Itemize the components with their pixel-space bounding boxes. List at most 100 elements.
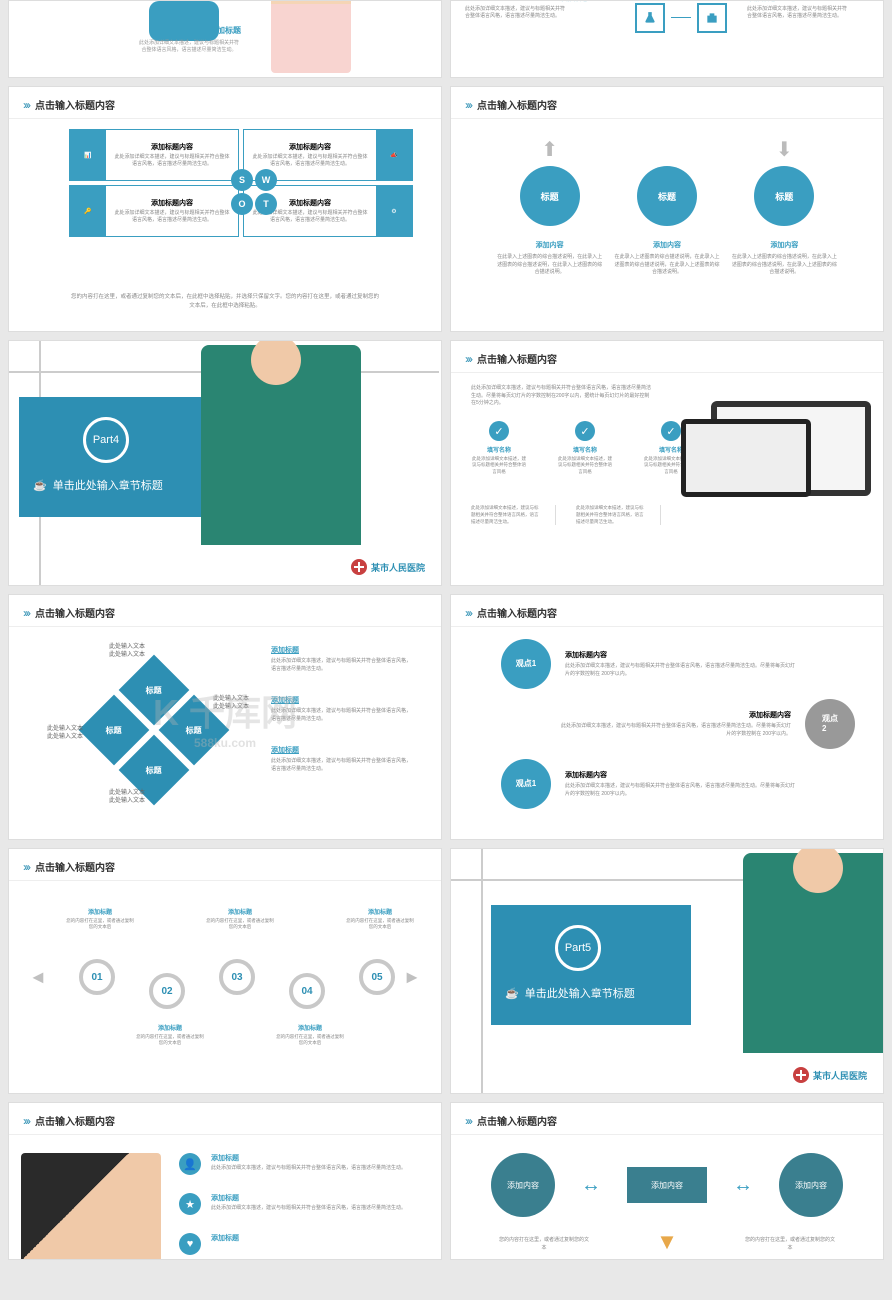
letter-t: T — [255, 193, 277, 215]
slide-title: 点击输入标题内容 — [477, 1113, 557, 1128]
vp-title: 添加标题内容 — [561, 710, 791, 720]
slide-part4: Part4 ☕单击此处输入章节标题 某市人民医院 — [8, 340, 442, 586]
slide-title: 点击输入标题内容 — [35, 97, 115, 112]
timeline: 01 02 03 04 05 — [39, 959, 411, 999]
swot-letters: S W O T — [231, 169, 277, 215]
check-item: ✓填写名称此处添加详细文本描述，建议与标题相关并符合整体语言风格 — [557, 421, 613, 475]
item-desc: 此处添加详细文本描述，建议与标题相关并符合整体语言风格，语言描述尽量简洁生动。 — [271, 658, 411, 673]
checks-row: ✓填写名称此处添加详细文本描述，建议与标题相关并符合整体语言风格 ✓填写名称此处… — [471, 421, 699, 475]
section-title: 单击此处输入章节标题 — [53, 477, 163, 493]
slide-viewpoints: ››› 点击输入标题内容 观点1 添加标题内容此处添加详细文本描述，建议与标题相… — [450, 594, 884, 840]
slide-part5: Part5 ☕单击此处输入章节标题 某市人民医院 — [450, 848, 884, 1094]
slide-header: ››› 点击输入标题内容 — [451, 341, 883, 373]
circle: 标题 — [637, 166, 697, 226]
slide-flow: ››› 点击输入标题内容 添加内容 ↔ 添加内容 ↔ 添加内容 ▼ 您的内容打在… — [450, 1102, 884, 1260]
arrow-icon: ↔ — [733, 1174, 753, 1197]
item-title: 添加标题 — [211, 1233, 239, 1243]
item-label: 添加内容 — [614, 240, 719, 250]
item-desc: 此处添加详细文本描述，建议与标题相关并符合整体语言风格，语言描述尽量简洁生动。 — [211, 1165, 406, 1173]
tl-label: 添加标题您的内容打在这里，或者通过复制您的文本后 — [65, 907, 135, 931]
flow-desc: 您的内容打在这里，或者通过复制您的文本 — [499, 1237, 589, 1252]
item-desc: 在此录入上述图表的综合描述说明，在此录入上述图表的综合描述说明，在此录入上述图表… — [732, 254, 837, 277]
flow-node: 添加内容 — [491, 1153, 555, 1217]
swot-cell-s: 📊添加标题内容此处添加详细文本描述，建议与标题相关并符合整体语言风格，语言描述尽… — [69, 129, 239, 181]
slide-title: 点击输入标题内容 — [477, 351, 557, 366]
swot-cell-o: 🔑添加标题内容此处添加详细文本描述，建议与标题相关并符合整体语言风格，语言描述尽… — [69, 185, 239, 237]
chevron-icon: ››› — [465, 352, 471, 366]
viewpoint-3: 观点1 添加标题内容此处添加详细文本描述，建议与标题相关并符合整体语言风格，语言… — [501, 759, 795, 809]
check-desc: 此处添加详细文本描述，建议与标题相关并符合整体语言风格 — [557, 456, 613, 475]
slide-partial-top-right: 添加标题 此处添加详细文本描述，建议与标题相关并符合整体语言风格，语言描述尽量简… — [450, 0, 884, 78]
desc: 此处添加详细文本描述，建议与标题相关并符合整体语言风格，语言描述尽量简洁生动。 — [465, 5, 565, 19]
chevron-icon: ››› — [23, 98, 29, 112]
item-label: 添加内容 — [497, 240, 602, 250]
tl-num: 03 — [219, 959, 255, 995]
vp-desc: 此处添加详细文本描述，建议与标题相关并符合整体语言风格，语言描述尽量简洁生动。尽… — [565, 663, 795, 678]
person-icon: 👤 — [179, 1153, 201, 1175]
cell-title: 添加标题内容 — [114, 142, 230, 152]
slide-header: ››› 点击输入标题内容 — [451, 595, 883, 627]
heart-icon: ♥ — [179, 1233, 201, 1255]
footer-text: 您的内容打在这里，或者通过复制您的文本后，在此框中选择粘贴，并选择只保留文字。您… — [69, 293, 381, 311]
list-item: ♥ 添加标题 — [179, 1233, 421, 1255]
slide-swot: ››› 点击输入标题内容 📊添加标题内容此处添加详细文本描述，建议与标题相关并符… — [8, 86, 442, 332]
flask-icon — [635, 3, 665, 33]
intro-text: 此处添加详细文本描述，建议与标题相关并符合整体语言风格，语言描述尽量简洁生动。尽… — [471, 385, 651, 408]
hospital-name: 某市人民医院 — [371, 561, 425, 574]
tl-label: 添加标题您的内容打在这里，或者通过复制您的文本后 — [275, 1023, 345, 1047]
item-title: 添加标题 — [271, 745, 411, 755]
label: 添加标题 — [559, 0, 587, 3]
vp-circle: 观点1 — [501, 759, 551, 809]
chevron-icon: ››› — [23, 606, 29, 620]
cross-icon — [793, 1067, 809, 1083]
item-desc: 此处添加详细文本描述，建议与标题相关并符合整体语言风格，语言描述尽量简洁生动。 — [271, 758, 411, 773]
label: 添加标题 — [747, 0, 775, 3]
tl-label: 添加标题您的内容打在这里，或者通过复制您的文本后 — [345, 907, 415, 931]
list-item: 添加标题此处添加详细文本描述，建议与标题相关并符合整体语言风格，语言描述尽量简洁… — [271, 695, 411, 723]
cup-icon: ☕ — [505, 987, 519, 1000]
dia-text: 此处输入文本此处输入文本 — [109, 789, 145, 806]
slide-title: 点击输入标题内容 — [477, 97, 557, 112]
slide-header: ››› 点击输入标题内容 — [9, 595, 441, 627]
down-arrow-icon: ▼ — [656, 1229, 678, 1255]
part-number: Part5 — [555, 925, 601, 971]
viewpoint-1: 观点1 添加标题内容此处添加详细文本描述，建议与标题相关并符合整体语言风格，语言… — [501, 639, 795, 689]
slide-header: ››› 点击输入标题内容 — [451, 1103, 883, 1135]
letter-w: W — [255, 169, 277, 191]
circles-row: ⬆标题添加内容在此录入上述图表的综合描述说明，在此录入上述图表的综合描述说明，在… — [491, 137, 843, 277]
section-title: 单击此处输入章节标题 — [525, 985, 635, 1001]
down-arrow-icon: ⬇ — [776, 139, 793, 161]
cell-title: 添加标题内容 — [252, 142, 368, 152]
desc: 此处添加详细文本描述，建议与标题相关并符合整体语言风格，语言描述尽量简洁生动。 — [139, 39, 239, 53]
star-icon: ★ — [179, 1193, 201, 1215]
circle-item-3: ⬇标题添加内容在此录入上述图表的综合描述说明，在此录入上述图表的综合描述说明，在… — [732, 137, 837, 277]
medkit-icon — [697, 3, 727, 33]
check-label: 填写名称 — [557, 445, 613, 454]
item-title: 添加标题 — [271, 695, 411, 705]
right-list: 添加标题此处添加详细文本描述，建议与标题相关并符合整体语言风格，语言描述尽量简洁… — [271, 645, 411, 795]
item-title: 添加标题 — [271, 645, 411, 655]
letter-s: S — [231, 169, 253, 191]
check-icon: ✓ — [661, 421, 681, 441]
check-item: ✓填写名称此处添加详细文本描述，建议与标题相关并符合整体语言风格 — [471, 421, 527, 475]
flow-node: 添加内容 — [627, 1167, 707, 1203]
connector — [671, 17, 691, 18]
circle-item-1: ⬆标题添加内容在此录入上述图表的综合描述说明，在此录入上述图表的综合描述说明，在… — [497, 137, 602, 277]
nurse-image — [271, 0, 351, 73]
chevron-icon: ››› — [23, 860, 29, 874]
dia-text: 此处输入文本此处输入文本 — [213, 695, 249, 712]
clipboard-image — [21, 1153, 161, 1260]
item-title: 添加标题 — [211, 1193, 406, 1203]
tl-num: 01 — [79, 959, 115, 995]
dia-label: 标题 — [106, 725, 122, 736]
slide-title: 点击输入标题内容 — [35, 605, 115, 620]
circle-item-2: ⬆标题添加内容在此录入上述图表的综合描述说明，在此录入上述图表的综合描述说明，在… — [614, 137, 719, 277]
slide-diamonds: ››› 点击输入标题内容 标题 标题 标题 标题 此处输入文本此处输入文本 此处… — [8, 594, 442, 840]
check-label: 填写名称 — [471, 445, 527, 454]
bottom-descs: 此处添加详细文本描述，建议与标题相关并符合整体语言风格，语言描述尽量简洁生动。 … — [471, 505, 661, 525]
tl-num: 05 — [359, 959, 395, 995]
item-desc: 在此录入上述图表的综合描述说明，在此录入上述图表的综合描述说明，在此录入上述图表… — [614, 254, 719, 277]
megaphone-icon: 📣 — [376, 130, 412, 180]
slide-clipboard: ››› 点击输入标题内容 👤添加标题此处添加详细文本描述，建议与标题相关并符合整… — [8, 1102, 442, 1260]
desc: 此处添加详细文本描述，建议与标题相关并符合整体语言风格，语言描述尽量简洁生动。 — [747, 5, 847, 19]
